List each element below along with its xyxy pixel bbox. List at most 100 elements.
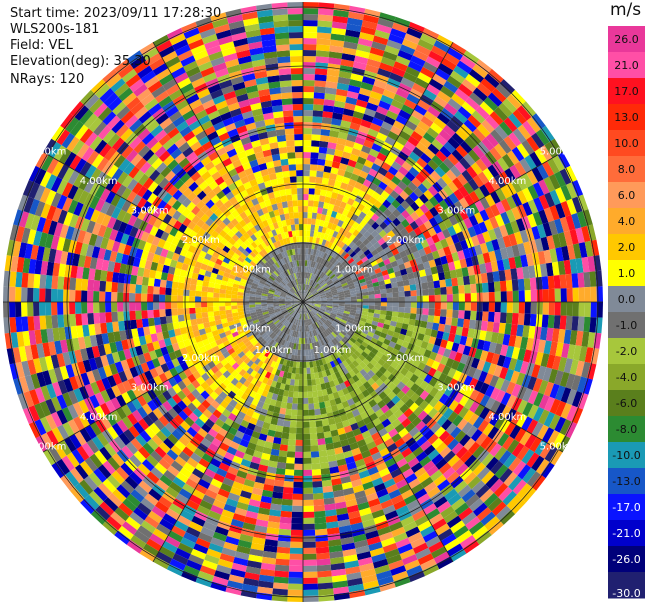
velocity-gate <box>367 466 379 476</box>
velocity-gate <box>403 335 412 343</box>
velocity-gate <box>400 227 409 237</box>
velocity-gate <box>359 219 368 228</box>
velocity-gate <box>303 92 314 99</box>
velocity-gate <box>303 379 308 386</box>
velocity-gate <box>560 387 572 404</box>
velocity-gate <box>311 280 315 287</box>
velocity-gate <box>141 318 149 328</box>
velocity-gate <box>327 334 334 341</box>
velocity-gate <box>516 176 528 191</box>
velocity-gate <box>183 313 191 321</box>
velocity-gate <box>347 316 355 322</box>
velocity-gate <box>539 145 553 161</box>
velocity-gate <box>453 189 464 201</box>
velocity-gate <box>393 185 404 195</box>
velocity-gate <box>313 322 318 329</box>
velocity-gate <box>427 433 439 445</box>
velocity-gate <box>327 255 333 262</box>
velocity-gate <box>323 202 330 210</box>
velocity-gate <box>415 256 423 265</box>
velocity-gate <box>332 366 339 374</box>
velocity-gate <box>320 413 328 421</box>
velocity-gate <box>395 275 403 282</box>
velocity-gate <box>428 541 444 554</box>
velocity-gate <box>418 248 427 257</box>
velocity-gate <box>455 326 463 336</box>
velocity-gate <box>315 237 321 244</box>
velocity-gate <box>365 279 373 285</box>
velocity-gate <box>374 111 386 122</box>
velocity-gate <box>307 294 314 299</box>
velocity-gate <box>368 270 376 277</box>
velocity-gate <box>380 306 387 311</box>
velocity-gate <box>99 291 106 302</box>
velocity-gate <box>363 249 371 257</box>
velocity-gate <box>303 511 315 518</box>
velocity-gate <box>575 257 584 274</box>
velocity-gate <box>312 323 317 330</box>
velocity-gate <box>341 282 348 287</box>
velocity-gate <box>494 249 503 261</box>
velocity-gate <box>374 362 383 371</box>
velocity-gate <box>75 290 82 302</box>
velocity-gate <box>374 408 385 418</box>
velocity-gate <box>348 241 356 249</box>
velocity-gate <box>177 282 185 290</box>
velocity-gate <box>159 302 166 310</box>
velocity-gate <box>317 250 323 258</box>
velocity-gate <box>485 351 495 364</box>
velocity-gate <box>314 303 321 306</box>
velocity-gate <box>362 238 370 246</box>
velocity-gate <box>413 368 423 378</box>
velocity-gate <box>494 174 506 188</box>
velocity-gate <box>391 395 401 405</box>
velocity-gate <box>380 404 390 414</box>
velocity-gate <box>405 379 415 389</box>
velocity-gate <box>310 146 320 153</box>
velocity-gate <box>342 367 349 375</box>
velocity-gate <box>326 147 336 156</box>
velocity-gate <box>451 233 460 244</box>
velocity-gate <box>310 288 315 294</box>
velocity-gate <box>329 216 336 224</box>
velocity-gate <box>423 110 437 123</box>
velocity-gate <box>378 166 388 177</box>
velocity-gate <box>364 276 372 282</box>
velocity-gate <box>352 428 362 437</box>
velocity-gate <box>523 278 531 291</box>
velocity-gate <box>313 230 318 238</box>
velocity-gate <box>440 355 449 366</box>
velocity-gate <box>381 161 392 172</box>
velocity-gate <box>414 386 425 397</box>
velocity-gate <box>522 388 533 403</box>
velocity-gate <box>362 308 369 313</box>
velocity-gate <box>332 155 342 163</box>
velocity-gate <box>417 553 434 566</box>
velocity-gate <box>438 210 449 221</box>
velocity-gate <box>320 251 325 259</box>
velocity-gate <box>368 351 376 359</box>
velocity-gate <box>418 371 428 381</box>
velocity-gate <box>401 255 410 264</box>
velocity-gate <box>360 281 367 287</box>
velocity-gate <box>494 343 503 355</box>
velocity-gate <box>309 182 316 189</box>
velocity-gate <box>368 245 376 253</box>
velocity-gate <box>330 243 336 250</box>
velocity-gate <box>344 308 351 312</box>
velocity-gate <box>303 415 310 422</box>
velocity-gate <box>573 345 582 361</box>
velocity-gate <box>378 318 386 324</box>
velocity-gate <box>437 346 446 356</box>
velocity-gate <box>316 269 321 276</box>
velocity-gate <box>408 426 420 438</box>
velocity-gate <box>370 390 379 400</box>
velocity-gate <box>303 218 308 225</box>
velocity-gate <box>549 138 563 155</box>
velocity-gate <box>575 330 584 347</box>
velocity-gate <box>45 302 52 316</box>
velocity-gate <box>440 294 447 302</box>
velocity-gate <box>315 276 320 282</box>
velocity-gate <box>313 329 318 336</box>
velocity-gate <box>371 431 381 441</box>
